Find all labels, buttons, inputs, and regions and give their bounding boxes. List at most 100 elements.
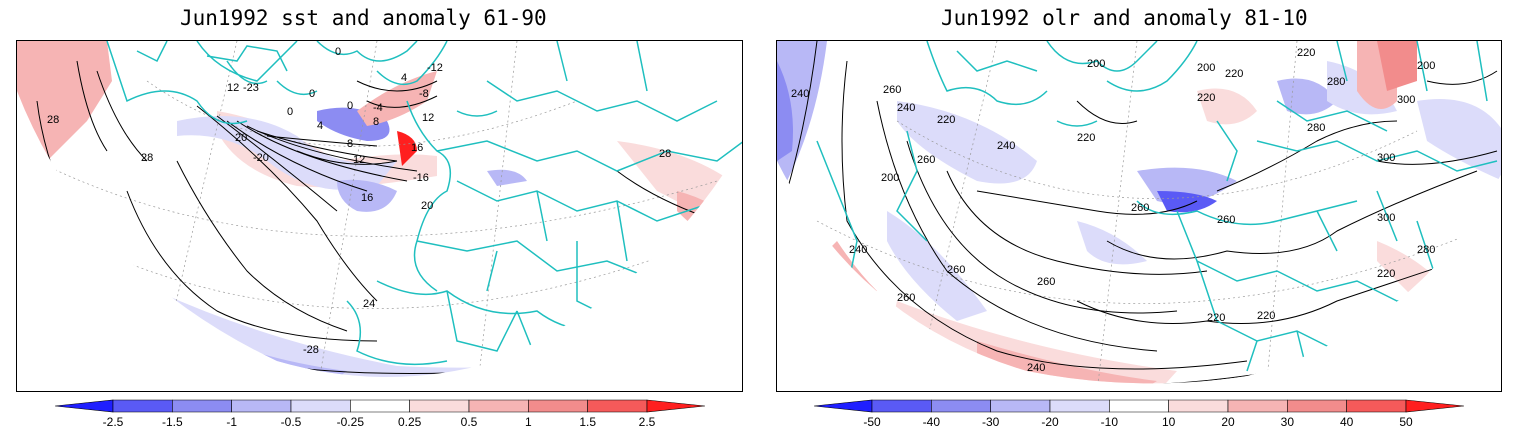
contour-label: 220 <box>1207 312 1225 324</box>
olr-colorbar-segment <box>871 399 932 413</box>
olr-colorbar-segment <box>1287 399 1347 413</box>
contour-label: 260 <box>1037 276 1055 288</box>
contour-label: 260 <box>1131 202 1149 214</box>
sst-colorbar-tick-label: -1.5 <box>162 415 183 429</box>
contour-label: 0 <box>347 100 353 112</box>
olr-colorbar-tick-label: -20 <box>1041 415 1059 429</box>
sst-colorbar-segment <box>468 399 529 413</box>
contour-label: 220 <box>1225 68 1243 80</box>
contour-label: 12 <box>422 112 434 124</box>
contour-label: 20 <box>235 132 247 144</box>
olr-colorbar-tick-label: 50 <box>1399 415 1413 429</box>
sst-colorbar-segment <box>409 399 470 413</box>
contour-label: -4 <box>373 102 383 114</box>
olr-colorbar-tick-label: 10 <box>1162 415 1176 429</box>
sst-colorbar-segment <box>646 399 706 413</box>
sst-map-title: Jun1992 sst and anomaly 61-90 <box>180 6 547 30</box>
contour-label: -28 <box>303 344 319 356</box>
sst-colorbar-tick-label: -1 <box>226 415 237 429</box>
olr-colorbar-tick-label: -30 <box>982 415 1000 429</box>
sst-colorbar-segment <box>587 399 648 413</box>
contour-label: 200 <box>881 172 899 184</box>
contour-label: 0 <box>335 46 341 58</box>
contour-label: 280 <box>1307 122 1325 134</box>
contour-label: -16 <box>413 172 429 184</box>
contour-label: 240 <box>791 88 809 100</box>
sst-colorbar-tick-label: 0.25 <box>398 415 422 429</box>
sst-colorbar-tick-label: 1 <box>525 415 532 429</box>
contour-label: 220 <box>1197 92 1215 104</box>
sst-colorbar-segment <box>350 399 410 413</box>
olr-colorbar-tick-label: 20 <box>1221 415 1235 429</box>
contour-label: 240 <box>849 244 867 256</box>
contour-label: 0 <box>309 88 315 100</box>
contour-label: 200 <box>1417 60 1435 72</box>
olr-colorbar-segment <box>1227 399 1288 413</box>
sst-colorbar-segment <box>54 399 114 413</box>
olr-colorbar-segment <box>1109 399 1169 413</box>
contour-label: 20 <box>421 200 433 212</box>
contour-label: -20 <box>253 152 269 164</box>
contour-label: 300 <box>1377 212 1395 224</box>
contour-label: 220 <box>937 114 955 126</box>
contour-label: 260 <box>947 264 965 276</box>
contour-label: 220 <box>1377 268 1395 280</box>
contour-label: 200 <box>1087 58 1105 70</box>
sst-colorbar-tick-label: 2.5 <box>639 415 656 429</box>
olr-colorbar-tick-label: -50 <box>863 415 881 429</box>
contour-label: 28 <box>141 152 153 164</box>
contour-label: 280 <box>1417 244 1435 256</box>
sst-colorbar-tick-label: -2.5 <box>103 415 124 429</box>
olr-colorbar-segment <box>1168 399 1229 413</box>
contour-label: 12 <box>353 154 365 166</box>
olr-colorbar-tick-label: 30 <box>1281 415 1295 429</box>
contour-label: -23 <box>243 82 259 94</box>
sst-colorbar: -2.5 -1.5 -1 -0.5 -0.25 0.25 0.5 1 1.5 2.5 <box>54 398 706 430</box>
contour-label: 220 <box>1257 310 1275 322</box>
contour-label: 280 <box>1327 76 1345 88</box>
sst-colorbar-tick-label: 0.5 <box>461 415 478 429</box>
contour-label: 240 <box>897 102 915 114</box>
contour-label: 16 <box>361 192 373 204</box>
olr-map-title: Jun1992 olr and anomaly 81-10 <box>941 6 1308 30</box>
olr-colorbar-segment <box>1049 399 1110 413</box>
contour-label: 260 <box>883 84 901 96</box>
contour-label: -12 <box>427 62 443 74</box>
contour-label: 12 <box>227 82 239 94</box>
sst-colorbar-tick-label: -0.5 <box>281 415 302 429</box>
olr-colorbar: -50 -40 -30 -20 -10 10 20 30 40 50 <box>813 398 1465 430</box>
olr-anomaly-map: 240 240 240 260 260 260 260 260 260 220 … <box>776 40 1502 392</box>
contour-label: 260 <box>897 292 915 304</box>
contour-label: 260 <box>917 154 935 166</box>
sst-colorbar-segment <box>112 399 173 413</box>
sst-colorbar-segment <box>290 399 351 413</box>
contour-label: 240 <box>1427 352 1445 364</box>
sst-colorbar-segment <box>231 399 292 413</box>
contour-label: 28 <box>47 114 59 126</box>
olr-colorbar-segment <box>931 399 991 413</box>
contour-label: 300 <box>1377 152 1395 164</box>
contour-label: 8 <box>373 116 379 128</box>
olr-colorbar-segment <box>1346 399 1407 413</box>
contour-label: -8 <box>419 88 429 100</box>
sst-colorbar-tick-label: 1.5 <box>579 415 596 429</box>
olr-colorbar-tick-label: 40 <box>1340 415 1354 429</box>
contour-label: 300 <box>1397 94 1415 106</box>
olr-colorbar-tick-label: -10 <box>1101 415 1119 429</box>
contour-label: 260 <box>1217 214 1235 226</box>
contour-label: 0 <box>287 106 293 118</box>
contour-label: 200 <box>1197 62 1215 74</box>
contour-label: 28 <box>659 148 671 160</box>
sst-colorbar-tick-label: -0.25 <box>337 415 365 429</box>
sst-anomaly-map: 28 28 28 24 -28 20 20 16 16 12 12 12 8 8… <box>16 40 743 392</box>
contour-label: 220 <box>1077 132 1095 144</box>
olr-colorbar-segment <box>1405 399 1465 413</box>
olr-colorbar-segment <box>813 399 873 413</box>
contour-label: 240 <box>1027 362 1045 374</box>
contour-label: 4 <box>317 120 323 132</box>
contour-label: 240 <box>997 140 1015 152</box>
olr-colorbar-tick-label: -40 <box>923 415 941 429</box>
contour-label: 16 <box>411 142 423 154</box>
olr-colorbar-segment <box>990 399 1051 413</box>
contour-label: 220 <box>1297 47 1315 59</box>
